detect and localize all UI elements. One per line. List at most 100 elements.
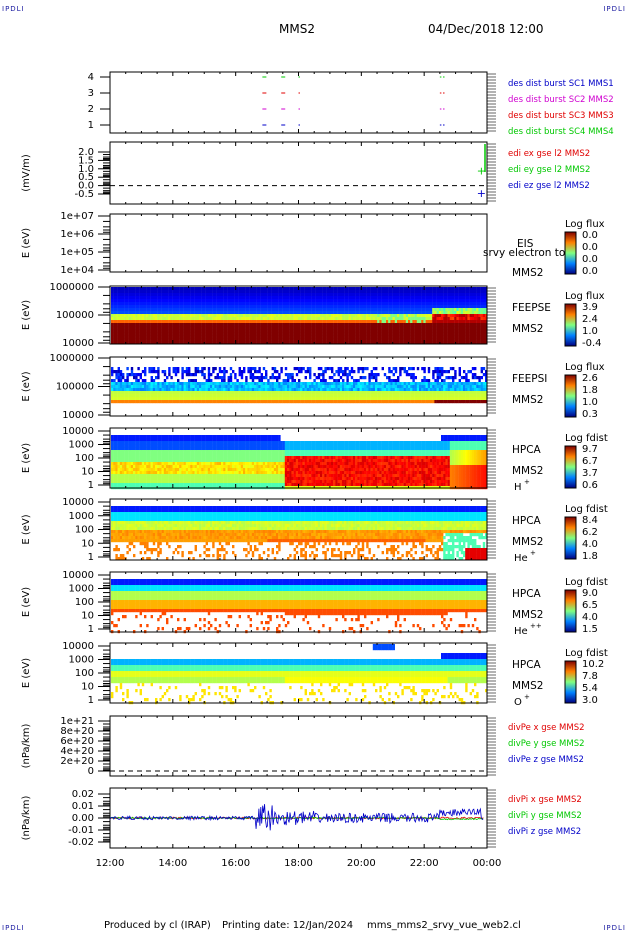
feepse-cell (430, 332, 433, 336)
feepsi-cell (313, 391, 316, 395)
feepse-cell (133, 323, 136, 327)
feepse-cell (298, 296, 301, 300)
feepse-cell (460, 329, 464, 333)
feepse-cell (438, 305, 442, 309)
feepse-cell (421, 320, 424, 324)
feepsi-cell (357, 367, 360, 371)
feepse-cell (423, 338, 426, 342)
feepse-cell (265, 299, 268, 303)
feepse-cell (311, 305, 314, 309)
feepse-cell (355, 305, 358, 309)
feepse-cell (441, 320, 444, 324)
feepse-cell (256, 317, 259, 321)
feepse-cell (183, 317, 186, 321)
feepse-cell (458, 341, 461, 345)
feepse-cell (135, 317, 138, 321)
feepse-cell (289, 314, 292, 318)
feepse-cell (265, 287, 268, 291)
feepse-cell (278, 314, 281, 318)
feepsi-cell (240, 394, 244, 398)
feepse-cell (190, 341, 193, 345)
feepsi-cell (111, 373, 114, 377)
feepse-cell (346, 314, 349, 318)
feepse-cell (188, 317, 191, 321)
feepse-cell (423, 308, 426, 312)
feepse-cell (284, 323, 288, 327)
feepse-cell (267, 314, 270, 318)
feepsi-cell (144, 373, 147, 377)
feepse-cell (313, 308, 316, 312)
feepse-cell (170, 293, 173, 297)
feepse-cell (188, 341, 191, 345)
feepse-cell (482, 338, 486, 342)
feepse-cell (379, 299, 382, 303)
feepse-cell (161, 314, 164, 318)
feepse-cell (414, 320, 417, 324)
feepse-cell (315, 332, 318, 336)
feepse-cell (430, 296, 433, 300)
feepsi-cell (190, 394, 193, 398)
feepse-cell (293, 293, 296, 297)
feepse-cell (130, 317, 134, 321)
feepse-cell (146, 299, 149, 303)
feepsi-cell (207, 397, 211, 401)
feepse-cell (342, 293, 345, 297)
feepse-cell (348, 314, 351, 318)
feepse-cell (240, 317, 244, 321)
feepse-cell (357, 302, 360, 306)
feepse-cell (245, 317, 248, 321)
feepse-cell (150, 314, 153, 318)
feepsi-cell (331, 397, 334, 401)
feepse-cell (278, 335, 281, 339)
feepse-cell (447, 323, 450, 327)
eis-ytick-label: 1e+05 (60, 247, 94, 258)
feepse-cell (410, 326, 413, 330)
feepsi-cell (205, 394, 208, 398)
feepse-cell (276, 320, 279, 324)
feepsi-cell (119, 370, 123, 374)
feepsi-cell (280, 385, 283, 389)
feepse-cell (361, 299, 365, 303)
feepse-cell (322, 305, 325, 309)
feepsi-cell (166, 400, 169, 404)
feepse-cell (223, 317, 226, 321)
feepse-cell (273, 296, 277, 300)
feepse-cell (397, 332, 400, 336)
feepse-cell (375, 299, 378, 303)
feepse-cell (353, 335, 356, 339)
feepse-cell (256, 320, 259, 324)
feepse-cell (364, 305, 367, 309)
feepse-cell (225, 293, 228, 297)
corner-mark-bottom-left: IPDLI (2, 924, 25, 932)
feepse-cell (392, 338, 395, 342)
feepse-cell (181, 305, 184, 309)
feepsi-cell (150, 391, 153, 395)
feepse-cell (436, 290, 439, 294)
feepse-cell (300, 296, 303, 300)
feepsi-cell (370, 376, 373, 380)
feepsi-cell (194, 379, 197, 383)
feepse-cell (183, 302, 186, 306)
feepse-cell (348, 335, 351, 339)
feepse-cell (205, 341, 208, 345)
feepse-cell (432, 335, 435, 339)
feepsi-cell (117, 400, 120, 404)
feepsi-cell (383, 388, 387, 392)
feepse-cell (359, 287, 362, 291)
feepse-cell (432, 329, 435, 333)
feepse-cell (251, 308, 255, 312)
feepse-cell (436, 293, 439, 297)
feepse-cell (166, 332, 169, 336)
feepsi-cell (364, 382, 367, 386)
feepse-cell (333, 338, 336, 342)
feepsi-cell (218, 394, 222, 398)
feepse-cell (467, 335, 470, 339)
feepse-cell (243, 308, 246, 312)
feepse-cell (441, 311, 444, 315)
feepse-cell (269, 296, 272, 300)
feepse-cell (139, 296, 142, 300)
feepse-cell (210, 323, 213, 327)
feepsi-cell (291, 397, 294, 401)
feepsi-cell (258, 400, 261, 404)
